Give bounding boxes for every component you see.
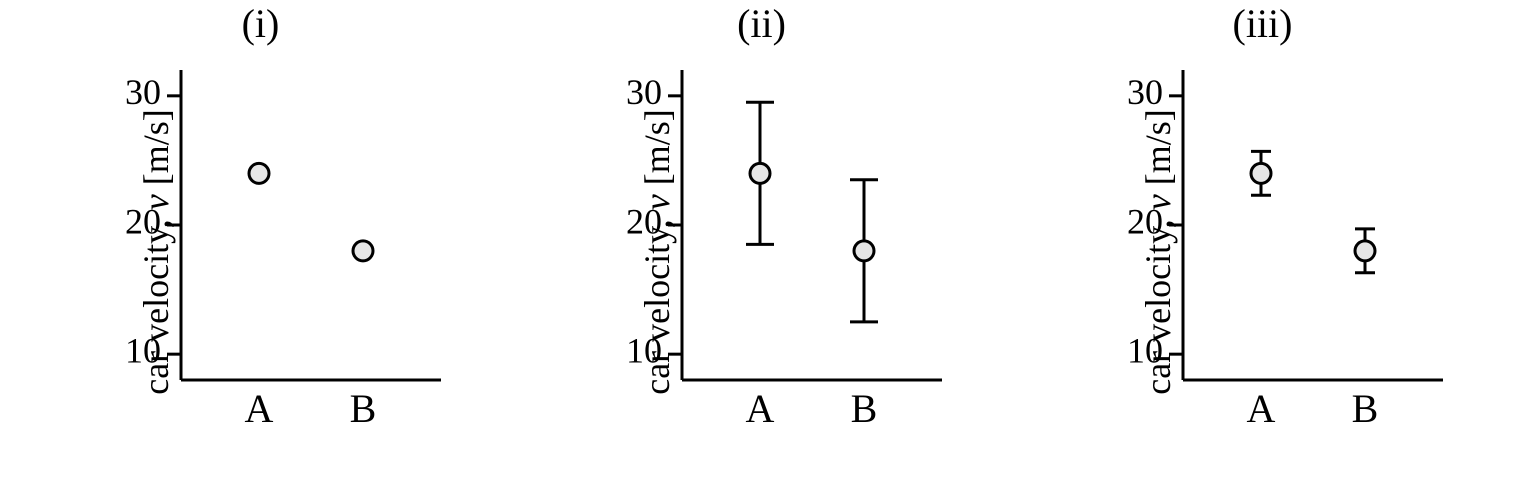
plot-svg-i: 102030AB (171, 60, 451, 430)
svg-text:30: 30 (626, 72, 662, 112)
svg-text:A: A (244, 386, 273, 431)
svg-text:A: A (745, 386, 774, 431)
svg-text:B: B (850, 386, 877, 431)
svg-text:30: 30 (125, 72, 161, 112)
svg-text:10: 10 (125, 330, 161, 370)
svg-text:20: 20 (125, 201, 161, 241)
plot-i: 102030AB (171, 60, 451, 430)
panel-ii: (ii) car velocity, v [m/s] 102030AB (522, 0, 1002, 503)
plot-ii: 102030AB (672, 60, 952, 430)
ylabel-iii-units: [m/s] (1137, 109, 1177, 194)
panel-title-i: (i) (21, 0, 501, 47)
panel-title-iii: (iii) (1023, 0, 1503, 47)
svg-text:10: 10 (626, 330, 662, 370)
svg-text:A: A (1246, 386, 1275, 431)
svg-text:20: 20 (1127, 201, 1163, 241)
figure-row: (i) car velocity, v [m/s] 102030AB (ii) … (0, 0, 1523, 503)
svg-text:B: B (1351, 386, 1378, 431)
plot-iii: 102030AB (1173, 60, 1453, 430)
panel-iii: (iii) car velocity, v [m/s] 102030AB (1023, 0, 1503, 503)
svg-text:10: 10 (1127, 330, 1163, 370)
panel-i: (i) car velocity, v [m/s] 102030AB (21, 0, 501, 503)
plot-svg-iii: 102030AB (1173, 60, 1453, 430)
svg-text:30: 30 (1127, 72, 1163, 112)
ylabel-ii-units: [m/s] (636, 109, 676, 194)
panel-title-ii: (ii) (522, 0, 1002, 47)
plot-svg-ii: 102030AB (672, 60, 952, 430)
ylabel-i-units: [m/s] (135, 109, 175, 194)
svg-text:20: 20 (626, 201, 662, 241)
svg-text:B: B (349, 386, 376, 431)
